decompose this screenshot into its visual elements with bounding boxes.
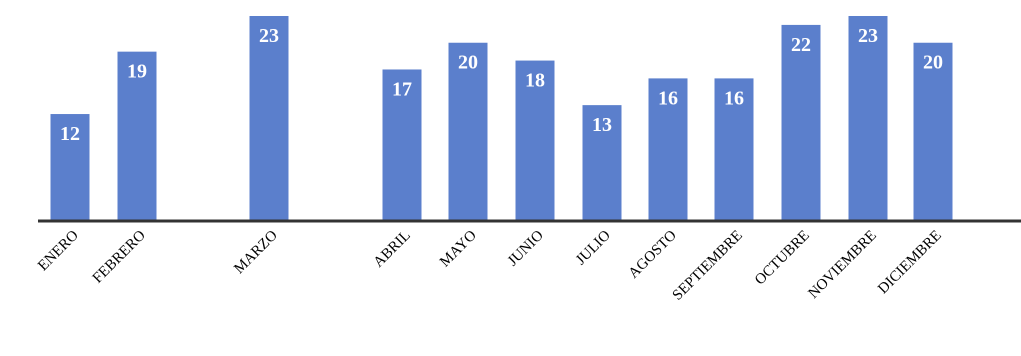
tick-label-junio: JUNIO [505, 227, 547, 269]
data-label-diciembre: 20 [923, 52, 943, 74]
data-label-noviembre: 23 [858, 25, 878, 47]
data-label-febrero: 19 [127, 61, 147, 83]
data-label-julio: 13 [592, 114, 612, 136]
bar-enero [50, 114, 90, 221]
data-label-enero: 12 [60, 123, 80, 145]
tick-label-enero: ENERO [35, 227, 82, 274]
data-labels-group: 12 19 23 17 20 18 13 16 16 22 23 20 [60, 25, 943, 145]
bar-abril [382, 69, 422, 221]
data-label-octubre: 22 [791, 34, 811, 56]
data-label-marzo: 23 [259, 25, 279, 47]
bar-diciembre [913, 42, 953, 221]
bars-group [50, 16, 953, 222]
data-label-septiembre: 16 [724, 87, 744, 109]
bar-septiembre [714, 78, 754, 222]
bar-febrero [117, 51, 157, 221]
tick-label-octubre: OCTUBRE [752, 228, 813, 289]
tick-label-noviembre: NOVIEMBRE [805, 228, 879, 302]
data-label-junio: 18 [525, 70, 545, 92]
bar-junio [515, 60, 555, 221]
category-labels-group: ENERO FEBRERO MARZO ABRIL MAYO JUNIO JULIO AGOS… [35, 227, 945, 303]
tick-label-mayo: MAYO [437, 227, 480, 270]
tick-label-julio: JULIO [573, 227, 614, 268]
tick-label-febrero: FEBRERO [90, 227, 149, 286]
data-label-mayo: 20 [458, 52, 478, 74]
tick-label-septiembre: SEPTIEMBRE [670, 228, 746, 304]
bar-mayo [448, 42, 488, 221]
bar-noviembre [848, 16, 888, 221]
bar-marzo [249, 16, 289, 221]
tick-label-agosto: AGOSTO [626, 227, 680, 281]
tick-label-marzo: MARZO [231, 227, 281, 277]
tick-label-diciembre: DICIEMBRE [875, 228, 945, 298]
bar-octubre [781, 24, 821, 222]
data-label-agosto: 16 [658, 87, 678, 109]
bar-agosto [648, 78, 688, 222]
tick-label-abril: ABRIL [371, 228, 414, 271]
bar-julio [582, 105, 622, 221]
data-label-abril: 17 [392, 78, 412, 100]
